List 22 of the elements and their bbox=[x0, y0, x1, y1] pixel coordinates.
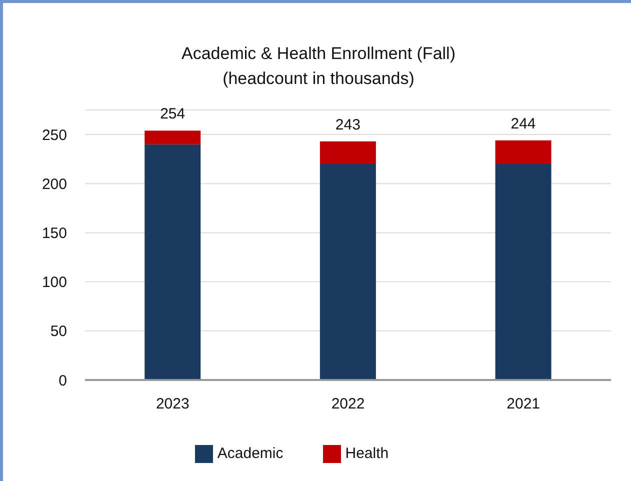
chart-title: Academic & Health Enrollment (Fall) bbox=[180, 43, 456, 65]
total-label: 243 bbox=[335, 116, 360, 134]
y-tick-label: 0 bbox=[58, 372, 67, 390]
bar bbox=[144, 144, 201, 380]
y-tick-label: 200 bbox=[42, 176, 67, 193]
y-tick-label: 250 bbox=[42, 126, 67, 144]
x-tick-label: 2022 bbox=[331, 396, 365, 413]
y-tick-label: 150 bbox=[42, 225, 67, 242]
legend-label: Academic bbox=[217, 444, 284, 462]
bar bbox=[495, 140, 552, 164]
x-tick-label: 2023 bbox=[156, 396, 190, 413]
x-tick-label: 2021 bbox=[506, 396, 540, 413]
bar bbox=[320, 164, 376, 380]
chart-subtitle: (headcount in thousands) bbox=[222, 68, 416, 90]
total-label: 244 bbox=[510, 115, 536, 132]
y-tick-label: 100 bbox=[42, 274, 67, 292]
total-label: 254 bbox=[160, 106, 186, 123]
bar bbox=[495, 164, 552, 380]
bar bbox=[320, 141, 376, 164]
y-tick-label: 50 bbox=[50, 323, 67, 340]
legend-label: Health bbox=[345, 444, 389, 462]
bar bbox=[144, 130, 201, 144]
